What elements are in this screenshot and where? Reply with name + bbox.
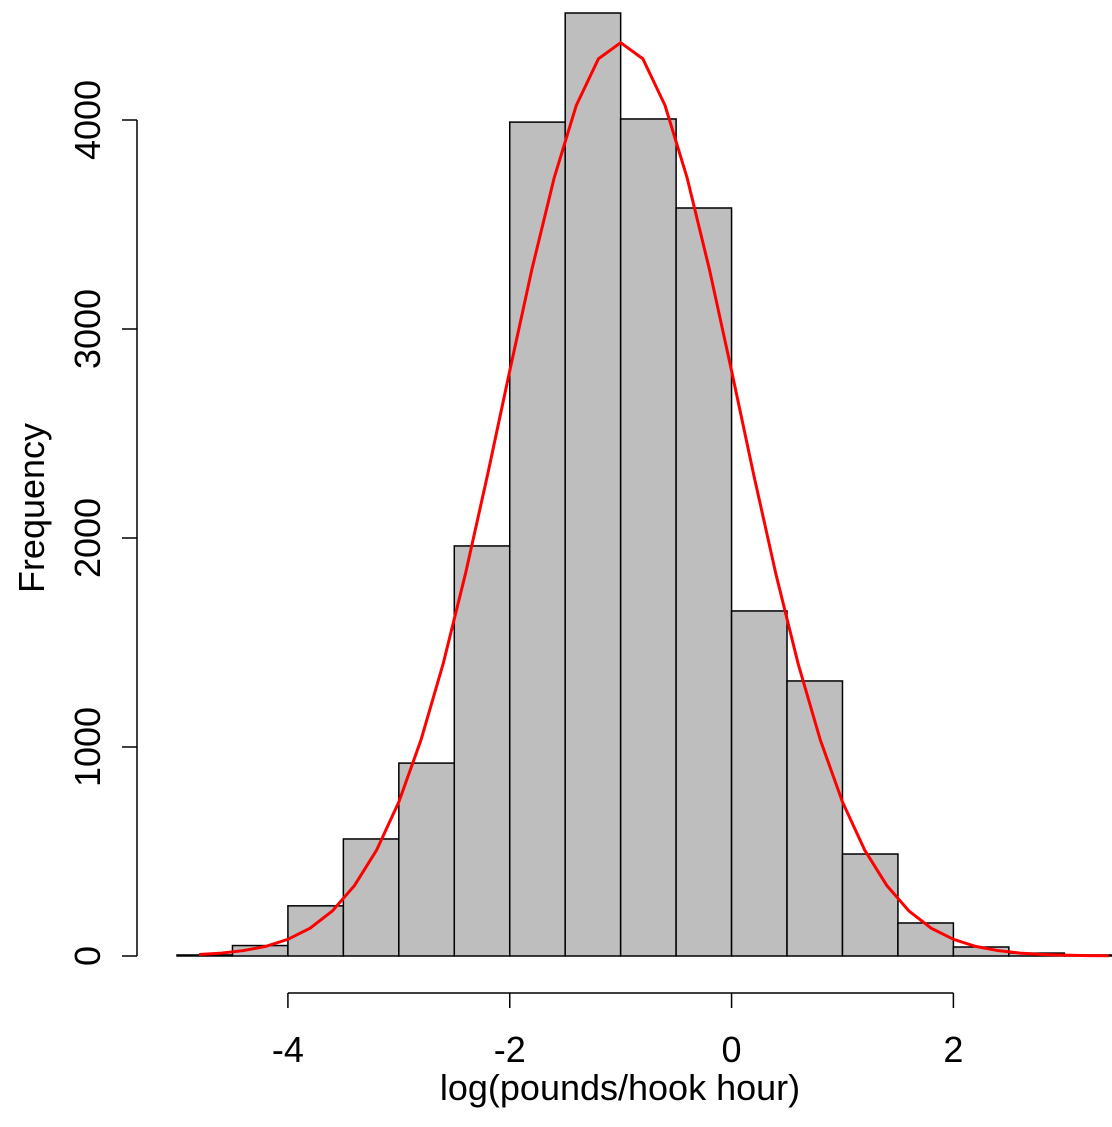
bar [287, 905, 345, 957]
x-tick-label: 0 [722, 1029, 742, 1070]
bar [398, 762, 456, 957]
bar [841, 853, 899, 957]
density-curve [199, 40, 1109, 958]
y-axis-label: Frequency [11, 423, 52, 593]
x-tick-label: -4 [272, 1029, 304, 1070]
x-axis-label: log(pounds/hook hour) [440, 1067, 800, 1108]
bar [564, 12, 622, 957]
y-tick-label: 3000 [67, 289, 108, 369]
bar [786, 680, 844, 957]
y-tick-label: 2000 [67, 498, 108, 578]
x-tick-label: 2 [943, 1029, 963, 1070]
bar [453, 545, 511, 957]
bar [619, 118, 677, 957]
y-tick-label: 1000 [67, 707, 108, 787]
bar [675, 207, 733, 957]
bar [897, 922, 955, 957]
y-tick-label: 4000 [67, 80, 108, 160]
bar [730, 610, 788, 957]
x-tick-label: -2 [494, 1029, 526, 1070]
y-tick-label: 0 [67, 946, 108, 966]
